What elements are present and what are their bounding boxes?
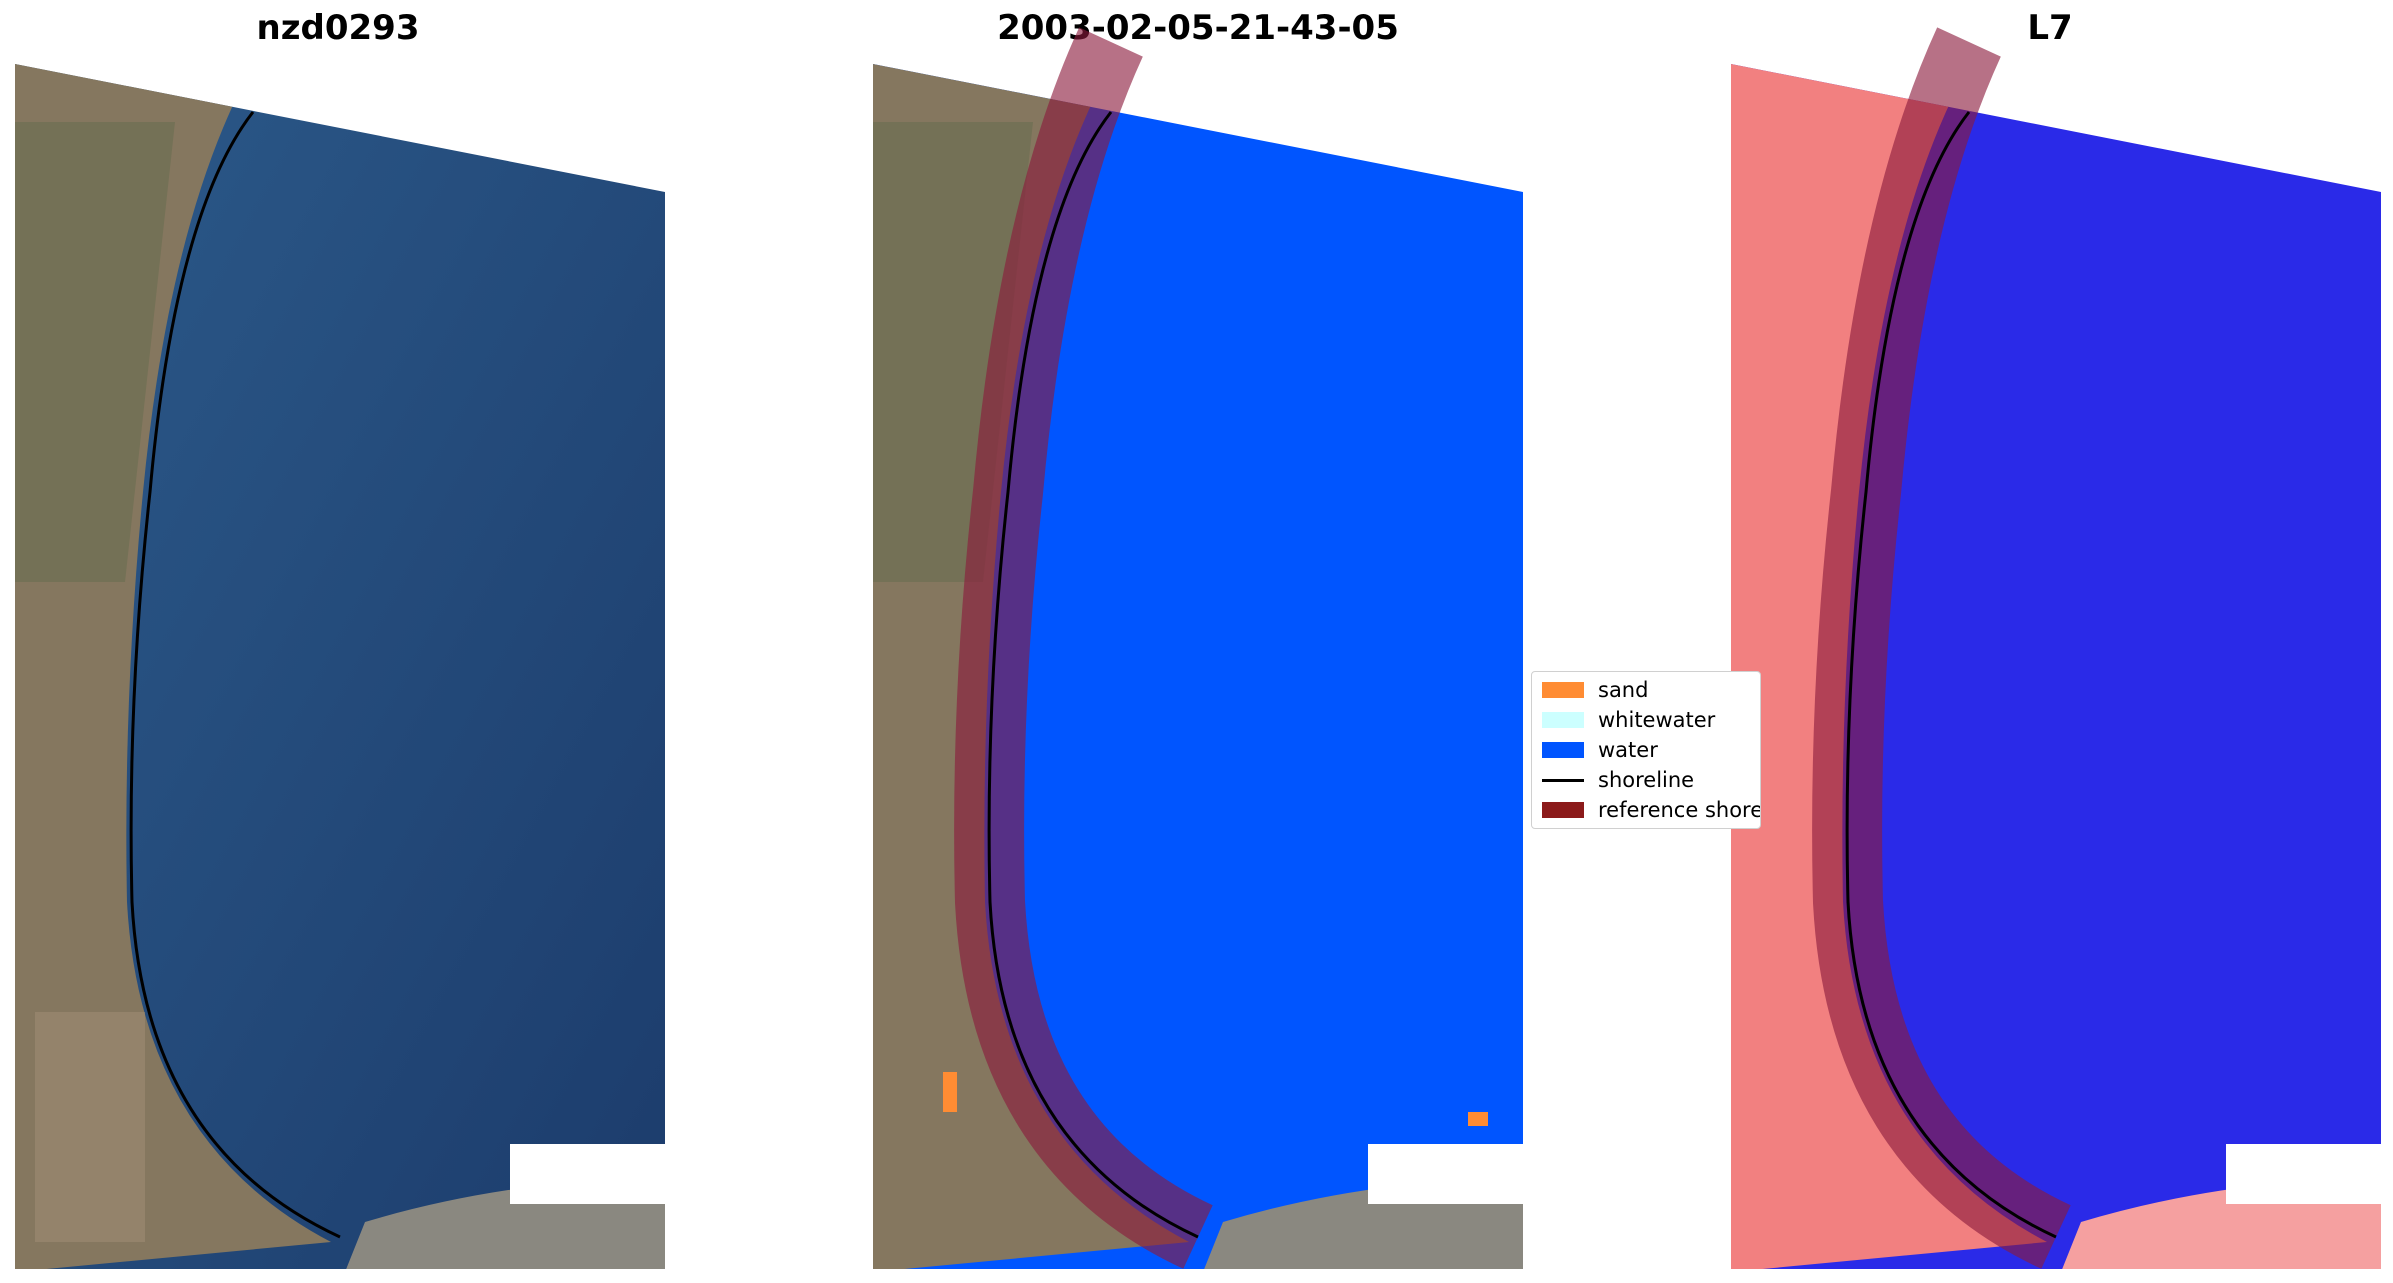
land-index <box>1731 64 2047 1269</box>
no-data-patch <box>1368 1144 1523 1204</box>
legend-item-reference-shoreline: reference shoreline buffer <box>1542 796 1760 824</box>
legend-swatch-shoreline <box>1542 778 1584 782</box>
legend: sand whitewater water shoreline referenc… <box>1531 671 1761 829</box>
vegetation-area <box>15 122 175 582</box>
index-panel <box>1731 27 2381 1269</box>
rgb-image-panel <box>15 64 665 1269</box>
legend-label-water: water <box>1598 738 1658 762</box>
legend-item-whitewater: whitewater <box>1542 706 1715 734</box>
classification-panel <box>873 27 1523 1269</box>
legend-item-water: water <box>1542 736 1658 764</box>
legend-label-shoreline: shoreline <box>1598 768 1695 792</box>
no-data-patch <box>2226 1144 2381 1204</box>
legend-label-reference-shoreline: reference shoreline buffer <box>1598 798 1760 822</box>
legend-swatch-reference-shoreline <box>1542 802 1584 818</box>
shoreline <box>1845 111 2057 1239</box>
legend-item-sand: sand <box>1542 676 1648 704</box>
legend-swatch-water <box>1542 742 1584 758</box>
no-data-patch <box>510 1144 665 1204</box>
panel-title-date: 2003-02-05-21-43-05 <box>997 8 1399 48</box>
legend-label-whitewater: whitewater <box>1598 708 1716 732</box>
airport-area <box>35 1012 145 1242</box>
sand-class <box>943 1072 957 1112</box>
legend-swatch-sand <box>1542 682 1584 698</box>
legend-item-shoreline: shoreline <box>1542 766 1694 794</box>
land-area <box>873 64 1189 1269</box>
panel-title-image: nzd0293 <box>256 8 420 48</box>
shoreline <box>987 111 1199 1239</box>
land-area <box>15 64 331 1269</box>
legend-swatch-whitewater <box>1542 712 1584 728</box>
sand-class <box>1468 1112 1488 1126</box>
panel-title-satellite: L7 <box>2027 8 2073 48</box>
shoreline <box>129 111 341 1239</box>
legend-label-sand: sand <box>1598 678 1649 702</box>
